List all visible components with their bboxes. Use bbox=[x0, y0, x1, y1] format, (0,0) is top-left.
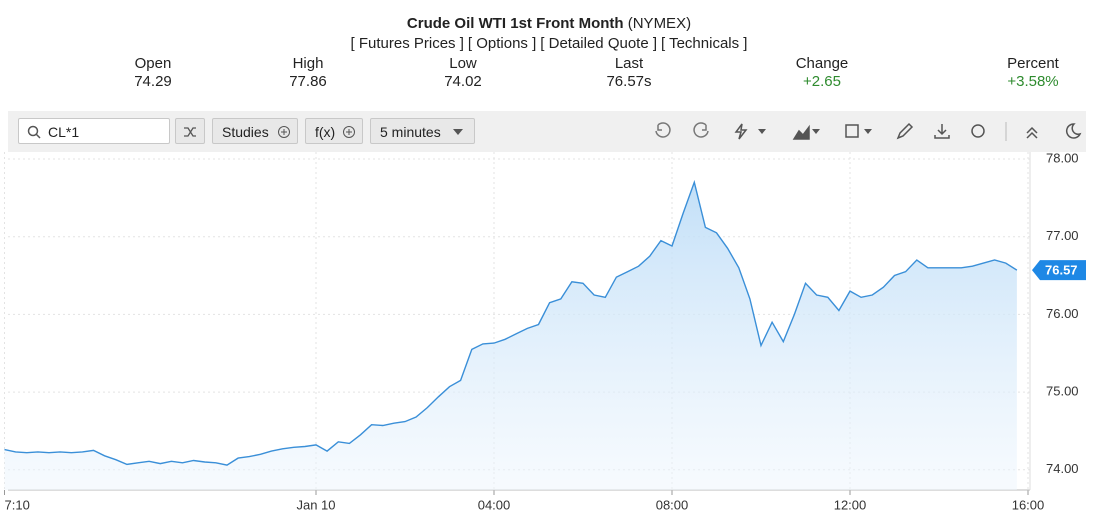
theme[interactable] bbox=[1065, 123, 1082, 139]
quote-label: Low bbox=[449, 55, 477, 72]
collapse[interactable] bbox=[1026, 126, 1038, 139]
y-tick-label: 76.00 bbox=[1046, 306, 1079, 321]
toolbar-icons bbox=[655, 122, 1082, 141]
x-tick-label: 12:00 bbox=[834, 497, 867, 512]
link[interactable]: [ Futures Prices ] bbox=[350, 35, 464, 52]
settings[interactable] bbox=[971, 124, 985, 138]
interval: 5 minutes bbox=[380, 124, 441, 140]
y-tick-label: 78.00 bbox=[1046, 150, 1079, 165]
plus-icon bbox=[343, 126, 355, 138]
symbol: CL*1 bbox=[48, 124, 80, 140]
quote-label: Change bbox=[795, 55, 849, 72]
exchange: (NYMEX) bbox=[627, 15, 692, 32]
x-tick-label: 04:00 bbox=[478, 497, 511, 512]
quote-label: Last bbox=[614, 55, 644, 72]
x-tick-label: 08:00 bbox=[656, 497, 689, 512]
chart-type[interactable] bbox=[792, 124, 810, 140]
quote: High 77.86 bbox=[248, 55, 368, 91]
interval-select[interactable]: 5 minutes bbox=[370, 118, 475, 144]
layout[interactable] bbox=[845, 124, 859, 138]
area bbox=[4, 182, 1017, 491]
title-line: Crude Oil WTI 1st Front Month (NYMEX) bbox=[0, 15, 1098, 32]
compare-button[interactable] bbox=[175, 118, 205, 144]
flash[interactable] bbox=[734, 123, 748, 140]
fx: f(x) bbox=[315, 124, 336, 140]
studies: Studies bbox=[222, 124, 269, 140]
y-tick-label: 77.00 bbox=[1046, 228, 1079, 243]
x-tick-label: 16:00 bbox=[1012, 497, 1045, 512]
studies-button[interactable]: Studies bbox=[212, 118, 298, 144]
toolbar: CL*1 Studies f(x) 5 minutes bbox=[8, 111, 1086, 152]
links: [ Futures Prices ][ Options ][ Detailed … bbox=[0, 35, 1098, 52]
y-tick-label: 75.00 bbox=[1046, 384, 1079, 399]
x-tick-label: 7:10 bbox=[5, 497, 30, 512]
quote-label: Percent bbox=[1007, 55, 1059, 72]
price-line bbox=[4, 179, 1018, 466]
plus-icon bbox=[278, 126, 290, 138]
link[interactable]: [ Detailed Quote ] bbox=[540, 35, 658, 52]
quote: Change +2.65 bbox=[762, 55, 882, 91]
fx-button[interactable]: f(x) bbox=[305, 118, 363, 144]
quote-value: 77.86 bbox=[289, 73, 327, 90]
quote-value: 74.29 bbox=[134, 73, 172, 90]
search-icon bbox=[27, 125, 41, 139]
download[interactable] bbox=[934, 124, 950, 139]
caret bbox=[453, 129, 463, 135]
compare-icon bbox=[184, 127, 196, 137]
redo[interactable] bbox=[693, 122, 709, 138]
quote-value: +2.65 bbox=[803, 73, 841, 90]
x-tick-label: Jan 10 bbox=[296, 497, 335, 512]
quote-value: +3.58% bbox=[1007, 73, 1059, 90]
quote-label: Open bbox=[134, 55, 172, 72]
quote: Low 74.02 bbox=[403, 55, 523, 91]
quote-value: 76.57s bbox=[606, 73, 652, 90]
title: Crude Oil WTI 1st Front Month bbox=[406, 15, 624, 32]
last-price-tag bbox=[1032, 260, 1086, 281]
link[interactable]: [ Technicals ] bbox=[661, 35, 748, 52]
quote-label: High bbox=[292, 55, 324, 72]
quote: Last 76.57s bbox=[569, 55, 689, 91]
quote-value: 74.02 bbox=[444, 73, 482, 90]
last-price-label: 76.57 bbox=[1045, 263, 1078, 278]
y-tick-label: 74.00 bbox=[1046, 461, 1079, 476]
quote: Open 74.29 bbox=[93, 55, 213, 91]
quote: Percent +3.58% bbox=[973, 55, 1093, 91]
undo[interactable] bbox=[655, 122, 671, 138]
link[interactable]: [ Options ] bbox=[467, 35, 537, 52]
symbol-search[interactable]: CL*1 bbox=[18, 118, 170, 144]
draw[interactable] bbox=[896, 122, 914, 140]
